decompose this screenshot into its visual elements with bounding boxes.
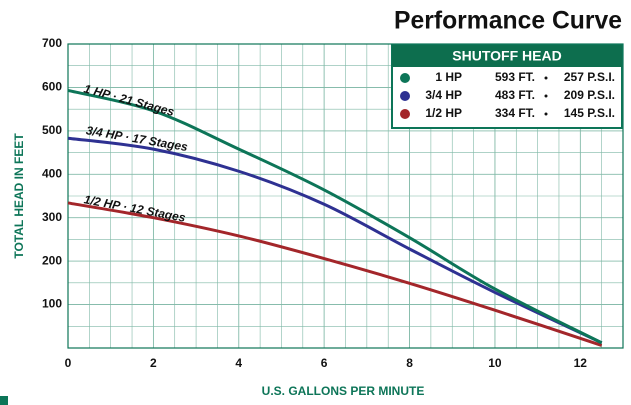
y-tick-label: 300 [42,210,62,224]
legend-header [392,45,622,67]
x-tick-label: 0 [65,356,72,370]
corner-mark [0,396,8,405]
curve-label: 3/4 HP · 17 Stages [85,123,189,154]
y-axis-label: TOTAL HEAD IN FEET [12,133,26,259]
series-line [67,89,603,345]
legend-name: 3/4 HP [425,88,462,102]
legend-sep [544,94,548,98]
legend-sep [544,76,548,80]
legend-title: SHUTOFF HEAD [452,48,561,64]
y-tick-label: 600 [42,80,62,94]
legend-head: 483 FT. [495,88,535,102]
legend-marker [400,91,410,101]
x-axis-label: U.S. GALLONS PER MINUTE [262,384,425,398]
legend-marker [400,109,410,119]
y-tick-label: 200 [42,253,62,267]
x-tick-label: 12 [574,356,588,370]
legend-pressure: 257 P.S.I. [564,70,615,84]
legend-head: 593 FT. [495,70,535,84]
legend-marker [400,73,410,83]
y-tick-label: 400 [42,166,62,180]
legend-head: 334 FT. [495,106,535,120]
y-tick-label: 700 [42,36,62,50]
legend: SHUTOFF HEAD 1/2 HP 334 FT. 145 P.S.I. 3/4 … [391,44,623,129]
x-tick-label: 10 [488,356,502,370]
legend-sep [544,112,548,116]
series-line [67,201,603,347]
legend-pressure: 209 P.S.I. [564,88,615,102]
series-line [67,136,603,345]
legend-name: 1 HP [435,70,462,84]
plot-frame [67,43,624,349]
y-tick-label: 500 [42,123,62,137]
x-tick-label: 6 [321,356,328,370]
x-tick-label: 4 [235,356,242,370]
legend-pressure: 145 P.S.I. [564,106,615,120]
y-tick-label: 100 [42,297,62,311]
legend-name: 1/2 HP [425,106,462,120]
chart-title: Performance Curve [394,7,622,35]
curve-label: 1/2 HP · 12 Stages [83,192,187,225]
x-tick-label: 2 [150,356,157,370]
x-tick-label: 8 [406,356,413,370]
